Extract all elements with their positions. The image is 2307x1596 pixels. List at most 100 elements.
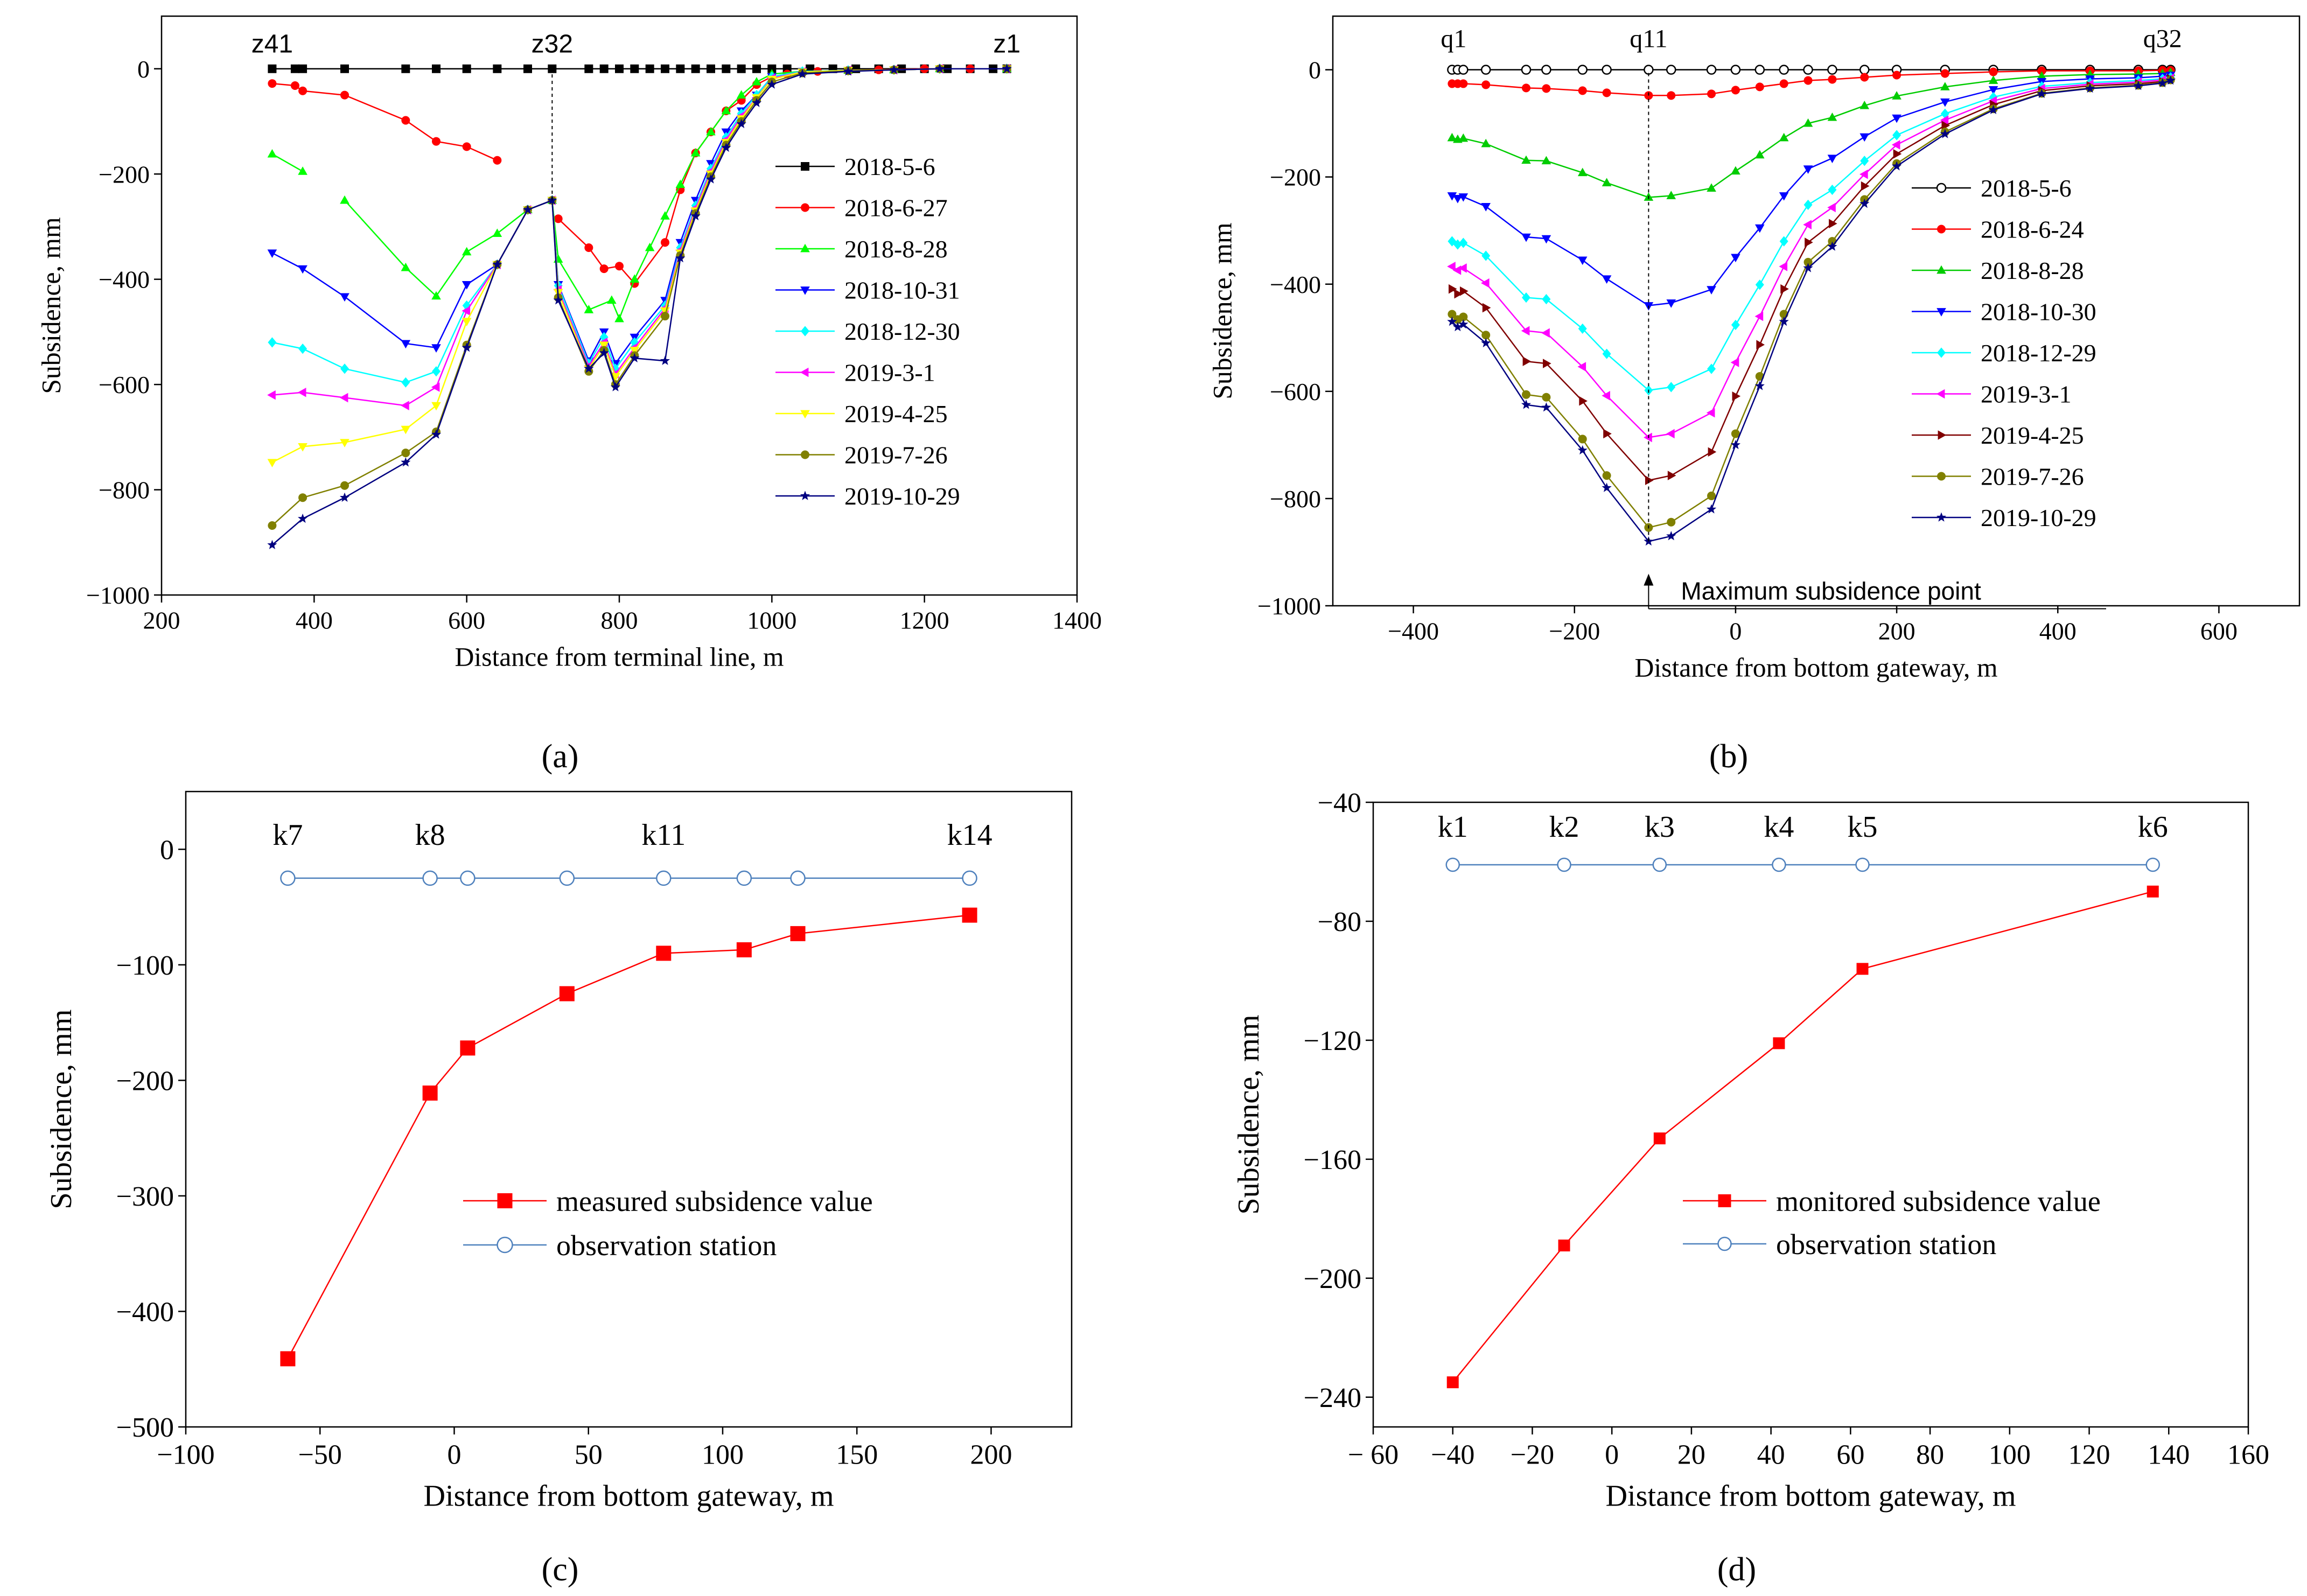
y-tick-label: −200 <box>99 160 150 188</box>
data-point <box>1602 390 1610 401</box>
data-point <box>1803 257 1813 267</box>
data-point <box>1448 284 1457 294</box>
point-label: k6 <box>2138 810 2168 844</box>
legend: 2018-5-6 2018-6-27 2018-8-28 2018-10-31 2018… <box>775 153 960 510</box>
data-point <box>610 382 620 391</box>
data-point <box>267 249 277 258</box>
data-point <box>559 986 575 1002</box>
data-point <box>432 366 441 377</box>
series-line <box>1452 891 2154 1383</box>
data-point <box>1754 224 1765 233</box>
data-point <box>691 64 700 73</box>
data-point <box>431 291 441 300</box>
data-point <box>889 65 899 74</box>
data-point <box>584 305 594 313</box>
y-tick-label: −80 <box>1318 907 1361 937</box>
data-point <box>752 64 761 73</box>
data-point <box>2145 857 2160 872</box>
y-tick-label: −120 <box>1304 1026 1361 1056</box>
data-point <box>1602 275 1612 284</box>
data-point <box>1779 65 1789 75</box>
data-point <box>1732 391 1741 401</box>
data-point <box>1480 65 1491 75</box>
data-point <box>1940 115 1949 125</box>
data-point <box>1827 241 1837 251</box>
data-point <box>1459 286 1469 296</box>
data-point <box>422 1085 438 1101</box>
series-2019-10-29 <box>267 64 1012 549</box>
x-tick-label: 140 <box>2148 1440 2190 1471</box>
x-tick-label: 50 <box>575 1440 603 1471</box>
data-point <box>1645 475 1654 485</box>
legend-label: measured subsidence value <box>556 1185 873 1217</box>
legend: 2018-5-6 2018-6-24 2018-8-28 2018-10-30 2018… <box>1912 174 2096 531</box>
legend-label: 2018-6-24 <box>1981 216 2084 243</box>
y-axis-title: Subsidence, mm <box>45 1009 78 1209</box>
data-point <box>1557 857 1571 872</box>
data-point <box>1860 73 1869 82</box>
point-label: k5 <box>1848 810 1878 844</box>
y-axis-title: Subsidence, mm <box>1232 1014 1266 1214</box>
y-tick-label: −800 <box>1270 485 1321 513</box>
series-2018-6-24 <box>1448 66 2175 100</box>
data-point <box>1988 75 1998 84</box>
data-point <box>706 127 716 136</box>
data-point <box>298 86 307 95</box>
data-point <box>1459 237 1468 248</box>
data-point <box>1666 191 1676 199</box>
legend: measured subsidence value observation sta… <box>463 1185 873 1262</box>
data-point <box>298 265 307 274</box>
data-point <box>268 521 277 530</box>
data-point <box>1577 65 1588 75</box>
legend-label: observation station <box>556 1229 777 1262</box>
data-point <box>1731 86 1740 95</box>
data-point <box>1940 69 1949 78</box>
legend-marker <box>1938 430 1947 440</box>
data-point <box>1756 340 1765 350</box>
x-tick-label: 400 <box>2039 617 2077 645</box>
data-point <box>422 870 438 886</box>
data-point <box>340 90 349 100</box>
legend-marker <box>497 1236 513 1254</box>
data-point <box>1447 316 1457 326</box>
data-point <box>1481 80 1491 89</box>
legend-label: 2019-4-25 <box>844 400 948 428</box>
point-label: k8 <box>415 818 445 852</box>
legend-marker <box>1936 183 1947 193</box>
data-point <box>1859 169 1868 179</box>
data-point <box>1448 236 1457 247</box>
data-point <box>298 443 307 452</box>
legend-marker <box>1937 472 1946 481</box>
data-point <box>2165 75 2176 85</box>
legend-label: 2018-5-6 <box>844 153 935 180</box>
data-point <box>1779 236 1788 247</box>
data-point <box>1706 408 1715 418</box>
legend-marker <box>801 203 809 212</box>
data-point <box>1829 219 1837 229</box>
data-point <box>2037 66 2046 75</box>
data-point <box>268 337 277 348</box>
data-point <box>707 64 715 73</box>
annotation-arrow-head <box>1644 573 1654 586</box>
data-point <box>1892 130 1901 141</box>
data-point <box>1892 114 1901 123</box>
data-point <box>721 106 731 115</box>
data-point <box>1542 294 1551 305</box>
data-point <box>493 64 502 73</box>
x-tick-label: 0 <box>447 1440 461 1471</box>
data-point <box>1578 323 1587 334</box>
data-point <box>1603 429 1612 439</box>
data-point <box>736 942 752 957</box>
data-point <box>1803 165 1813 174</box>
data-point <box>645 242 655 251</box>
data-point <box>1779 316 1789 326</box>
x-tick-label: −20 <box>1511 1440 1554 1471</box>
data-point <box>1481 202 1491 212</box>
data-point <box>1453 195 1463 204</box>
data-point <box>340 293 349 302</box>
x-tick-label: 60 <box>1836 1440 1864 1471</box>
data-point <box>661 64 669 73</box>
series-observation-station <box>280 870 977 886</box>
data-point <box>1445 857 1460 872</box>
